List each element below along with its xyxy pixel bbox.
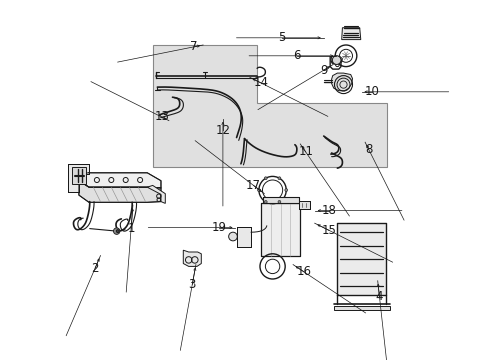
Text: 1: 1 bbox=[127, 222, 135, 235]
Text: 7: 7 bbox=[190, 40, 198, 53]
Text: 6: 6 bbox=[292, 49, 300, 62]
Polygon shape bbox=[341, 28, 360, 40]
Text: 18: 18 bbox=[321, 204, 336, 217]
Polygon shape bbox=[331, 73, 352, 91]
Polygon shape bbox=[72, 167, 86, 184]
Polygon shape bbox=[260, 203, 300, 256]
Circle shape bbox=[228, 232, 237, 241]
Polygon shape bbox=[337, 223, 385, 295]
Polygon shape bbox=[262, 197, 298, 203]
Text: 11: 11 bbox=[298, 145, 312, 158]
Polygon shape bbox=[147, 185, 165, 203]
Circle shape bbox=[284, 189, 287, 192]
Circle shape bbox=[277, 177, 280, 180]
Circle shape bbox=[257, 189, 260, 192]
Polygon shape bbox=[152, 45, 386, 167]
Polygon shape bbox=[183, 250, 201, 266]
Text: 8: 8 bbox=[364, 143, 372, 156]
Text: 17: 17 bbox=[245, 179, 261, 192]
Text: 15: 15 bbox=[321, 224, 336, 237]
Text: 16: 16 bbox=[296, 265, 311, 278]
Polygon shape bbox=[79, 173, 161, 188]
Text: 5: 5 bbox=[278, 31, 285, 44]
Polygon shape bbox=[68, 164, 89, 192]
Text: 13: 13 bbox=[154, 111, 169, 123]
Polygon shape bbox=[333, 306, 389, 310]
Text: 9: 9 bbox=[319, 64, 327, 77]
Circle shape bbox=[332, 56, 340, 64]
Polygon shape bbox=[298, 201, 309, 209]
Polygon shape bbox=[79, 181, 161, 202]
Text: 19: 19 bbox=[211, 221, 226, 234]
Circle shape bbox=[264, 201, 266, 203]
Text: 3: 3 bbox=[188, 278, 196, 291]
Text: 4: 4 bbox=[375, 291, 383, 303]
Circle shape bbox=[113, 228, 120, 234]
Circle shape bbox=[116, 230, 119, 233]
Circle shape bbox=[264, 177, 266, 180]
Text: 12: 12 bbox=[215, 124, 230, 137]
Text: 2: 2 bbox=[91, 262, 99, 275]
Text: 14: 14 bbox=[253, 76, 267, 89]
Polygon shape bbox=[330, 56, 342, 64]
Polygon shape bbox=[237, 227, 250, 247]
Circle shape bbox=[277, 201, 280, 203]
Text: 10: 10 bbox=[364, 85, 379, 98]
